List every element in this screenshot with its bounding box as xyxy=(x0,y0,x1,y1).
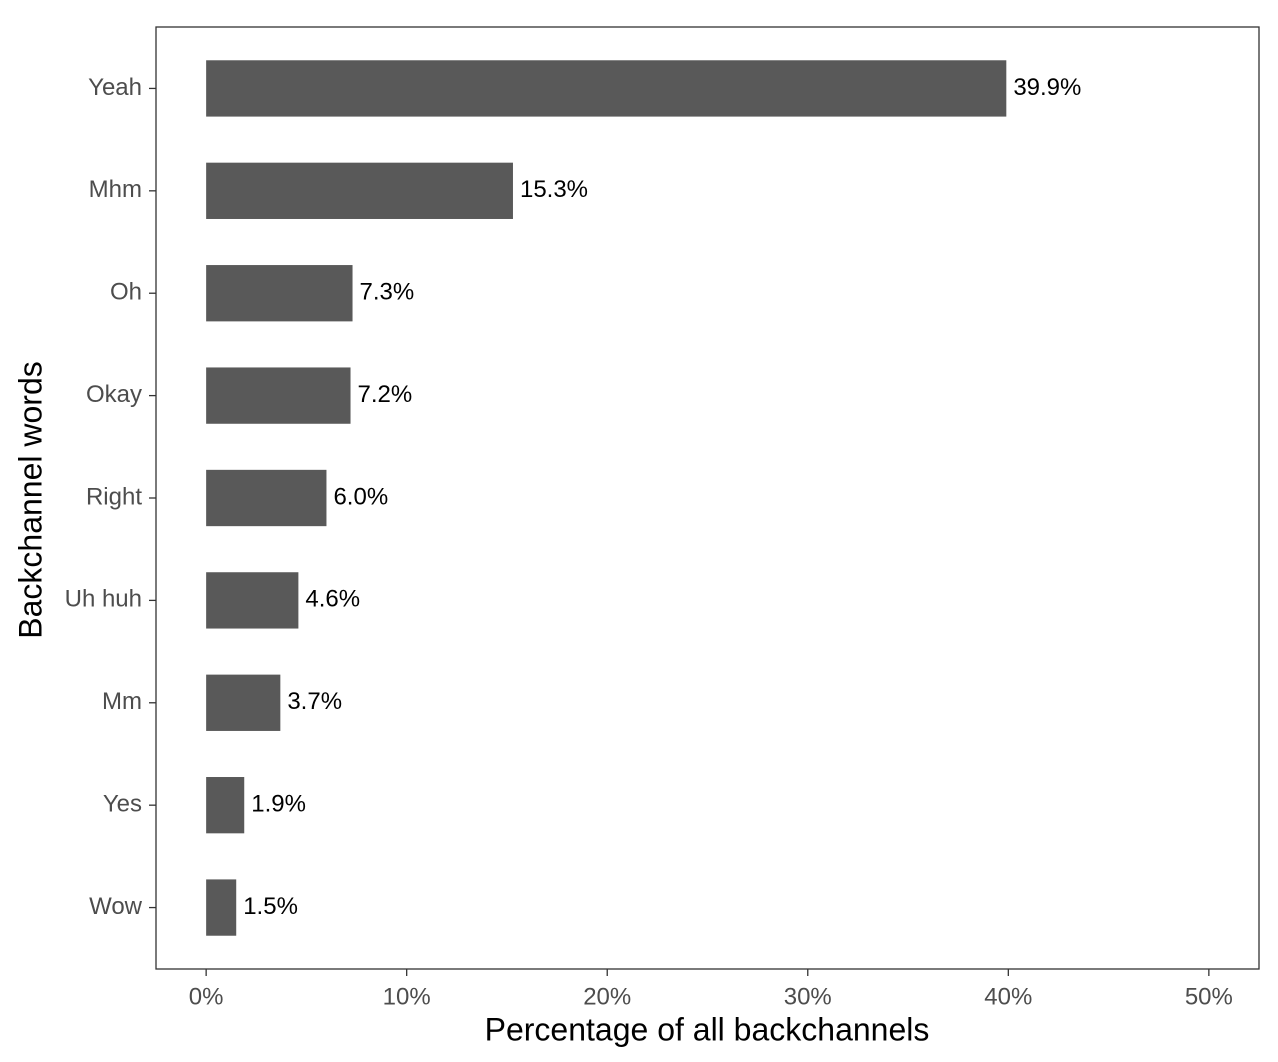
value-label: 15.3% xyxy=(520,176,588,203)
y-tick-label: Wow xyxy=(89,893,143,920)
bar xyxy=(206,265,353,322)
bar xyxy=(206,469,327,527)
y-tick-label: Right xyxy=(86,483,142,510)
y-tick-label: Yeah xyxy=(88,74,142,101)
value-label: 7.3% xyxy=(360,279,415,306)
y-axis-title: Backchannel words xyxy=(12,361,48,638)
x-tick-label: 0% xyxy=(189,983,224,1010)
y-tick-label: Yes xyxy=(103,791,142,818)
y-tick-label: Okay xyxy=(86,381,142,408)
value-label: 1.5% xyxy=(243,893,298,920)
x-tick-label: 10% xyxy=(383,983,431,1010)
value-label: 7.2% xyxy=(358,381,413,408)
x-tick-label: 40% xyxy=(984,983,1032,1010)
bar xyxy=(206,367,351,424)
y-tick-label: Uh huh xyxy=(65,586,142,613)
y-tick-label: Mm xyxy=(102,688,142,715)
y-tick-label: Oh xyxy=(110,279,142,306)
bar xyxy=(206,572,299,629)
value-label: 6.0% xyxy=(333,483,388,510)
y-tick-label: Mhm xyxy=(89,176,142,203)
bar xyxy=(206,674,281,731)
x-axis-title: Percentage of all backchannels xyxy=(485,1011,930,1047)
value-label: 4.6% xyxy=(305,586,360,613)
value-label: 1.9% xyxy=(251,791,306,818)
x-tick-label: 30% xyxy=(784,983,832,1010)
x-tick-label: 50% xyxy=(1185,983,1233,1010)
bar xyxy=(206,60,1007,117)
x-tick-label: 20% xyxy=(583,983,631,1010)
bar xyxy=(206,162,513,219)
value-label: 3.7% xyxy=(287,688,342,715)
bar xyxy=(206,879,237,936)
bar xyxy=(206,777,245,834)
value-label: 39.9% xyxy=(1013,74,1081,101)
